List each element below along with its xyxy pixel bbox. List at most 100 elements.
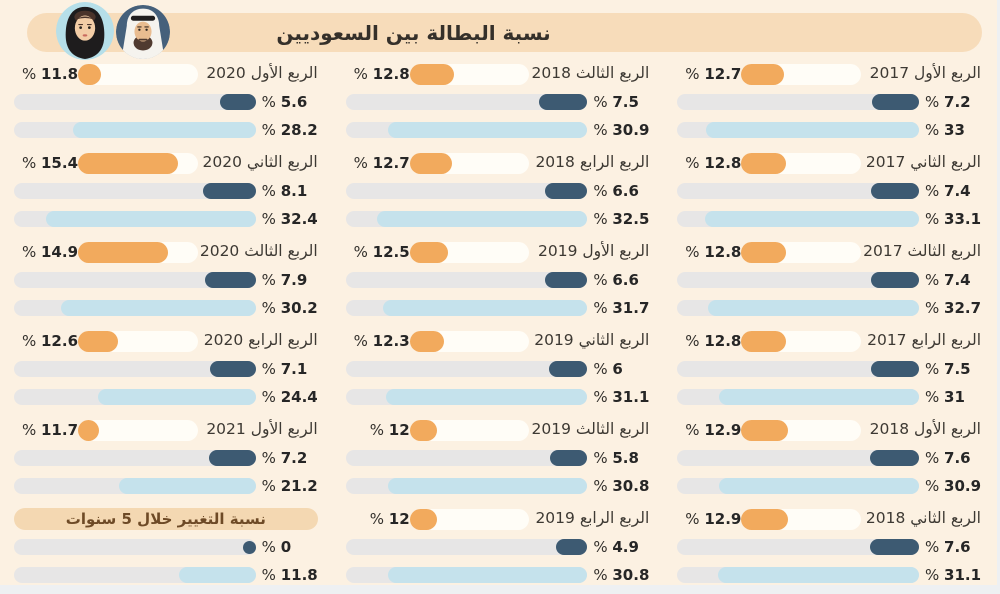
female-bar	[387, 122, 588, 138]
total-value-label: % 15.4	[14, 153, 78, 172]
value-number: 6	[612, 359, 623, 378]
percent-sign: %	[261, 448, 281, 467]
value-number: 7.2	[280, 448, 308, 467]
total-bar	[741, 419, 789, 441]
male-bar	[544, 272, 588, 288]
change-section: نسبة التغيير خلال 5 سنوات% 0% 11.8	[14, 505, 318, 589]
percent-sign: %	[353, 64, 373, 83]
percent-sign: %	[261, 209, 281, 228]
male-value-label: % 7.5	[919, 361, 981, 377]
total-bar-strip	[78, 241, 198, 263]
total-bar	[741, 63, 784, 85]
value-number: 5.8	[612, 448, 639, 467]
value-number: 24.4	[280, 387, 318, 406]
value-number: 12.9	[704, 509, 742, 528]
male-zero-dot	[242, 540, 256, 554]
value-number: 31.7	[612, 298, 650, 317]
total-value-label: % 11.7	[14, 422, 78, 438]
quarter-group: الربع الأول 2018% 12.9% 7.6% 30.9	[677, 416, 981, 500]
percent-sign: %	[21, 331, 41, 350]
female-value-label: % 30.9	[919, 478, 981, 494]
percent-sign: %	[369, 420, 389, 439]
value-number: 7.4	[944, 270, 971, 289]
percent-sign: %	[925, 270, 945, 289]
percent-sign: %	[261, 359, 281, 378]
female-value-label: % 11.8	[256, 567, 318, 583]
value-number: 0	[280, 537, 292, 556]
percent-sign: %	[593, 387, 613, 406]
value-number: 21.2	[280, 476, 318, 495]
percent-sign: %	[593, 209, 613, 228]
total-value-label: % 12	[346, 509, 410, 528]
change-section-header-row: نسبة التغيير خلال 5 سنوات	[14, 505, 318, 533]
value-number: 12	[388, 420, 410, 439]
value-number: 12.8	[704, 242, 742, 261]
percent-sign: %	[925, 92, 945, 111]
female-row: % 33.1	[677, 205, 981, 233]
female-row: % 31	[677, 383, 981, 411]
percent-sign: %	[261, 476, 281, 495]
female-row: % 33	[677, 116, 981, 144]
male-row: % 8.1	[14, 177, 318, 205]
total-row: الربع الرابع 2017% 12.8	[677, 327, 981, 355]
value-number: 12.9	[704, 420, 742, 439]
female-row: % 30.2	[14, 294, 318, 322]
percent-sign: %	[685, 509, 705, 528]
percent-sign: %	[261, 181, 281, 200]
bar-track	[345, 122, 588, 138]
man-avatar-icon	[116, 5, 170, 59]
change-section-header: نسبة التغيير خلال 5 سنوات	[14, 508, 318, 530]
female-value-label: % 31.1	[919, 565, 981, 584]
value-number: 12.7	[372, 153, 410, 172]
male-value-label: % 7.2	[256, 448, 318, 467]
percent-sign: %	[353, 331, 373, 350]
bar-track	[345, 211, 588, 227]
total-value-label: % 12	[346, 420, 410, 439]
total-value-label: % 12.8	[346, 64, 410, 83]
quarter-label: الربع الأول 2020	[206, 64, 318, 83]
total-value-label: % 12.7	[346, 153, 410, 172]
female-value-label: % 28.2	[256, 122, 318, 138]
female-bar	[718, 389, 919, 405]
female-value-label: % 31.7	[587, 298, 650, 317]
total-value-label: % 12.7	[677, 64, 741, 83]
female-value-label: % 33.1	[919, 211, 981, 227]
female-row: % 31.1	[677, 561, 981, 589]
percent-sign: %	[593, 298, 613, 317]
quarter-label: الربع الثاني 2018	[865, 509, 981, 528]
bar-track	[345, 272, 588, 288]
bar-track	[677, 539, 919, 555]
male-value-label: % 7.4	[919, 183, 981, 199]
female-value-label: % 30.8	[587, 567, 649, 583]
percent-sign: %	[685, 64, 705, 83]
total-bar	[409, 330, 444, 352]
male-row: % 7.2	[677, 88, 981, 116]
total-bar	[78, 63, 102, 85]
total-bar	[78, 330, 119, 352]
female-value-label: % 31.1	[587, 387, 649, 406]
percent-sign: %	[261, 387, 281, 406]
percent-sign: %	[369, 509, 389, 528]
total-bar-strip	[409, 508, 530, 530]
bar-track	[677, 272, 919, 288]
value-number: 7.2	[944, 92, 971, 111]
value-number: 7.9	[280, 270, 308, 289]
value-number: 7.6	[944, 448, 971, 467]
value-number: 32.4	[280, 209, 318, 228]
male-row: % 7.4	[677, 177, 981, 205]
bar-track	[677, 300, 919, 316]
total-bar	[409, 419, 438, 441]
male-value-label: % 7.6	[919, 539, 981, 555]
chart-column: الربع الثالث 2018% 12.8% 7.5% 30.9 الربع …	[345, 60, 650, 594]
female-bar	[719, 478, 919, 494]
quarter-group: الربع الثاني 2019% 12.3% 6% 31.1	[345, 327, 649, 411]
bar-track	[677, 450, 919, 466]
bar-track	[14, 361, 256, 377]
total-value-label: % 12.9	[677, 509, 742, 528]
quarter-label: الربع الأول 2018	[869, 420, 981, 439]
bar-track	[677, 122, 919, 138]
value-number: 32.5	[612, 209, 650, 228]
value-number: 12.8	[704, 331, 742, 350]
percent-sign: %	[925, 565, 945, 584]
percent-sign: %	[21, 153, 41, 172]
